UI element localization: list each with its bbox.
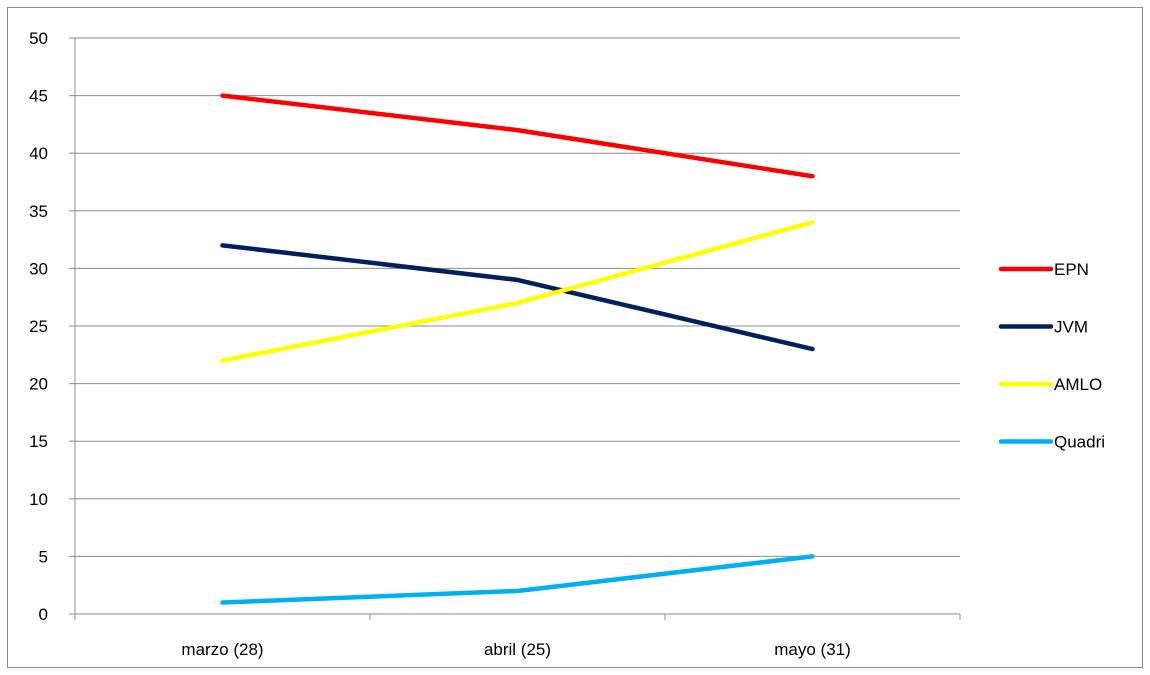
x-tick-label: marzo (28) xyxy=(181,640,263,659)
y-tick-label: 15 xyxy=(29,432,48,451)
y-tick-label: 35 xyxy=(29,202,48,221)
y-tick-label: 10 xyxy=(29,490,48,509)
x-tick-label: abril (25) xyxy=(484,640,551,659)
y-tick-label: 0 xyxy=(39,605,48,624)
legend-label: Quadri xyxy=(1054,433,1105,452)
y-tick-label: 25 xyxy=(29,317,48,336)
legend-item-amlo: AMLO xyxy=(998,375,1102,394)
y-tick-label: 20 xyxy=(29,375,48,394)
y-tick-label: 5 xyxy=(39,547,48,566)
legend-item-epn: EPN xyxy=(998,260,1089,279)
series-line-quadri xyxy=(220,554,815,605)
axes: 0 5 10 15 20 25 30 35 40 45 50 marzo (28) abril (25)… xyxy=(29,29,961,659)
legend: EPN JVM AMLO Quadri xyxy=(998,260,1105,452)
legend-item-jvm: JVM xyxy=(998,318,1088,337)
legend-label: JVM xyxy=(1054,318,1088,337)
line-chart: 0 5 10 15 20 25 30 35 40 45 50 marzo (28) abril (25)… xyxy=(29,29,1105,659)
y-tick-label: 30 xyxy=(29,259,48,278)
y-tick-label: 45 xyxy=(29,87,48,106)
series-line-amlo xyxy=(220,220,815,363)
chart-frame: 0 5 10 15 20 25 30 35 40 45 50 marzo (28) abril (25)… xyxy=(7,7,1143,668)
legend-label: EPN xyxy=(1054,260,1089,279)
legend-item-quadri: Quadri xyxy=(998,433,1105,452)
x-tick-label: mayo (31) xyxy=(774,640,851,659)
series-line-epn xyxy=(220,93,815,179)
legend-label: AMLO xyxy=(1054,375,1102,394)
series-line-jvm xyxy=(220,243,815,352)
y-tick-label: 50 xyxy=(29,29,48,48)
series-lines xyxy=(220,93,815,605)
y-tick-label: 40 xyxy=(29,144,48,163)
gridlines xyxy=(75,37,960,557)
